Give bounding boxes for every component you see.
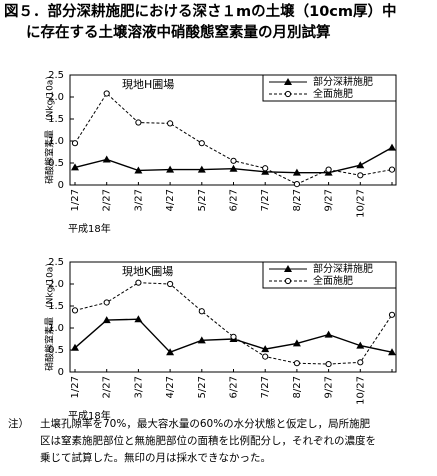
marker [356, 341, 365, 349]
x-tick-label: 5/27 [197, 376, 208, 398]
x-tick-label: 3/27 [133, 189, 144, 211]
marker [102, 316, 111, 324]
x-tick-label: 2/27 [102, 376, 113, 398]
marker [261, 345, 270, 353]
legend-marker [284, 277, 292, 285]
annotation: 現地K圃場 [122, 265, 173, 278]
note-line: 乗じて試算した。無印の月は採水できなかった。 [40, 451, 271, 464]
x-tick-label: 6/27 [229, 376, 240, 398]
legend-marker [284, 265, 292, 272]
legend-label: 部分深耕施肥 [313, 262, 373, 275]
y-tick-label: 2.0 [48, 92, 64, 103]
y-tick-label: 0 [58, 367, 64, 378]
marker [134, 315, 143, 323]
x-tick-label: 4/27 [165, 376, 176, 398]
x-tick-label: 3/27 [133, 376, 144, 398]
legend-marker [284, 78, 292, 85]
x-tick-label: 9/27 [324, 189, 335, 211]
marker [198, 140, 205, 147]
marker [262, 165, 269, 172]
title-line: に存在する土壌溶液中硝酸態窒素量の月別試算 [26, 23, 331, 41]
marker [197, 336, 206, 344]
note-line: 土壌孔隙率を70%，最大容水量の60%の水分状態と仮定し，局所施肥 [40, 417, 371, 430]
y-tick-label: 1.0 [48, 136, 64, 147]
x-tick-label: 2/27 [102, 189, 113, 211]
y-tick-label: 1.0 [48, 323, 64, 334]
marker [71, 343, 79, 351]
marker [134, 166, 143, 174]
marker [292, 339, 301, 347]
marker [230, 157, 237, 164]
x-tick-label: 5/27 [197, 189, 208, 211]
marker [388, 348, 396, 356]
note-label: 注） [8, 417, 29, 430]
marker [293, 360, 300, 367]
x-tick-label: 6/27 [229, 189, 240, 211]
y-tick-label: 2.5 [48, 257, 64, 268]
marker [135, 119, 142, 126]
x-tick-label: 7/27 [260, 376, 271, 398]
marker [357, 359, 364, 366]
legend-marker [284, 90, 292, 98]
marker [135, 279, 142, 286]
y-axis-label: 硝酸態窒素量 (Nkg/10a) [44, 263, 56, 371]
marker [229, 164, 238, 172]
marker [356, 161, 365, 169]
legend-box [262, 261, 397, 289]
marker [166, 348, 175, 356]
y-tick-label: 2.0 [48, 279, 64, 290]
x-tick-label: 1/27 [70, 189, 81, 211]
y-tick-label: 1.5 [48, 114, 64, 125]
note-line: 区は窒素施肥部位と無施肥部位の面積を比例配分し，それぞれの濃度を [40, 434, 376, 447]
marker [103, 90, 110, 97]
x-sublabel: 平成18年 [68, 222, 111, 235]
marker [71, 140, 79, 147]
y-tick-label: 0.5 [48, 345, 64, 356]
y-tick-label: 0 [58, 180, 64, 191]
marker [71, 307, 79, 314]
y-tick-label: 0.5 [48, 158, 64, 169]
y-tick-label: 1.5 [48, 301, 64, 312]
legend-label: 全面施肥 [313, 274, 353, 287]
x-tick-label: 9/27 [324, 376, 335, 398]
marker [388, 311, 396, 318]
marker [292, 168, 301, 176]
marker [103, 299, 110, 306]
marker [293, 181, 300, 188]
x-tick-label: 7/27 [260, 189, 271, 211]
marker [357, 172, 364, 179]
title-line: 図５．部分深耕施肥における深さ１mの土壌（10cm厚）中 [4, 2, 397, 20]
annotation: 現地H圃場 [122, 78, 174, 91]
x-tick-label: 4/27 [165, 189, 176, 211]
y-tick-label: 2.5 [48, 70, 64, 81]
marker [388, 166, 396, 173]
marker [198, 308, 205, 315]
marker [324, 330, 333, 338]
x-sublabel: 平成18年 [68, 409, 111, 422]
marker [71, 163, 79, 171]
marker [167, 120, 174, 127]
marker [197, 165, 206, 173]
x-tick-label: 10/27 [355, 189, 366, 218]
legend-box [262, 74, 397, 102]
x-tick-label: 10/27 [355, 376, 366, 405]
marker [325, 166, 332, 173]
legend-label: 部分深耕施肥 [313, 75, 373, 88]
marker [262, 353, 269, 360]
legend-label: 全面施肥 [313, 87, 353, 100]
marker [166, 165, 175, 173]
y-axis-label: 硝酸態窒素量 (Nkg/10a) [44, 76, 56, 184]
x-tick-label: 8/27 [292, 189, 303, 211]
marker [230, 333, 237, 340]
series-line [74, 282, 393, 365]
x-tick-label: 8/27 [292, 376, 303, 398]
marker [102, 155, 111, 163]
marker [167, 280, 174, 288]
x-tick-label: 1/27 [70, 376, 81, 398]
marker [388, 143, 396, 151]
marker [325, 360, 332, 368]
